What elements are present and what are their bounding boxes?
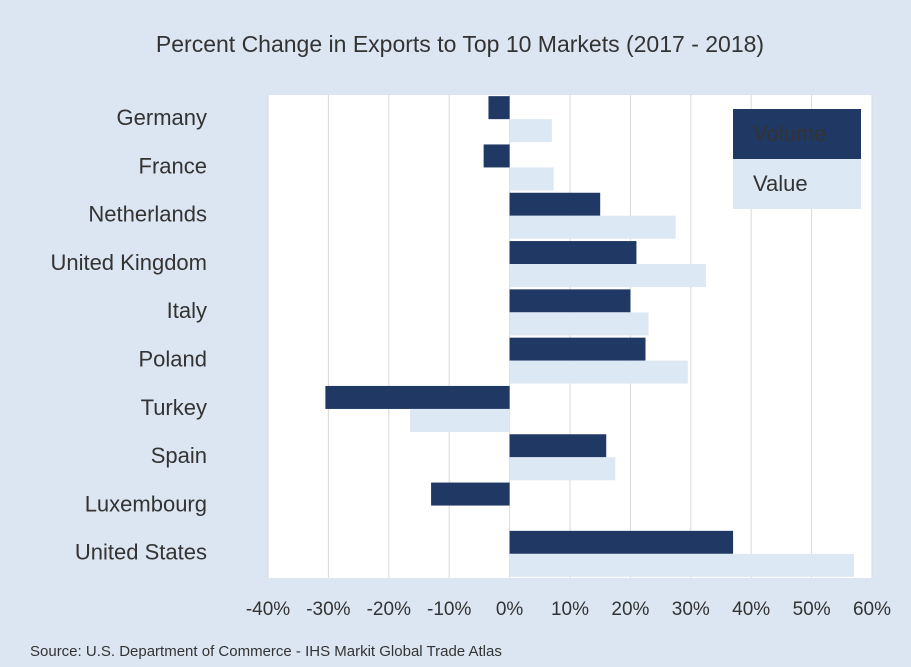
- bar: [509, 337, 646, 361]
- bar: [431, 482, 510, 506]
- bar: [509, 289, 631, 313]
- x-tick-label: 50%: [793, 599, 831, 620]
- y-tick-label: Turkey: [141, 395, 207, 420]
- bar: [509, 215, 676, 239]
- bar: [409, 408, 510, 432]
- bar: [509, 241, 637, 265]
- y-tick-label: Luxembourg: [85, 491, 207, 516]
- x-tick-label: -40%: [246, 599, 290, 620]
- legend-label: Volume: [753, 121, 826, 146]
- bar: [509, 434, 607, 458]
- x-tick-label: -20%: [367, 599, 411, 620]
- y-tick-label: France: [139, 153, 207, 178]
- bar: [509, 192, 601, 216]
- bar: [509, 119, 552, 143]
- bar: [509, 360, 688, 384]
- y-tick-label: Spain: [151, 443, 207, 468]
- y-tick-label: United Kingdom: [50, 250, 207, 275]
- bar: [509, 553, 854, 577]
- x-tick-label: 60%: [853, 599, 891, 620]
- bar: [325, 385, 510, 409]
- y-tick-label: Netherlands: [88, 202, 207, 227]
- legend-swatch: [733, 159, 861, 209]
- x-tick-label: 10%: [551, 599, 589, 620]
- y-tick-label: Italy: [167, 298, 207, 323]
- y-tick-label: Germany: [117, 105, 207, 130]
- source: Source: U.S. Department of Commerce - IH…: [30, 643, 502, 660]
- bar: [488, 96, 510, 120]
- bar: [509, 312, 649, 336]
- y-tick-label: Poland: [138, 346, 207, 371]
- y-tick-label: United States: [75, 540, 207, 565]
- x-tick-label: -30%: [306, 599, 350, 620]
- bar: [483, 144, 510, 168]
- bar: [509, 167, 554, 191]
- x-tick-label: 20%: [611, 599, 649, 620]
- legend-swatch: [733, 109, 861, 159]
- x-tick-label: -10%: [427, 599, 471, 620]
- chart-title: Percent Change in Exports to Top 10 Mark…: [156, 31, 764, 57]
- x-tick-label: 0%: [496, 599, 524, 620]
- legend-label: Value: [753, 171, 808, 196]
- bar: [509, 264, 706, 288]
- x-tick-label: 30%: [672, 599, 710, 620]
- bar: [509, 457, 616, 481]
- x-tick-label: 40%: [732, 599, 770, 620]
- bar: [509, 530, 734, 554]
